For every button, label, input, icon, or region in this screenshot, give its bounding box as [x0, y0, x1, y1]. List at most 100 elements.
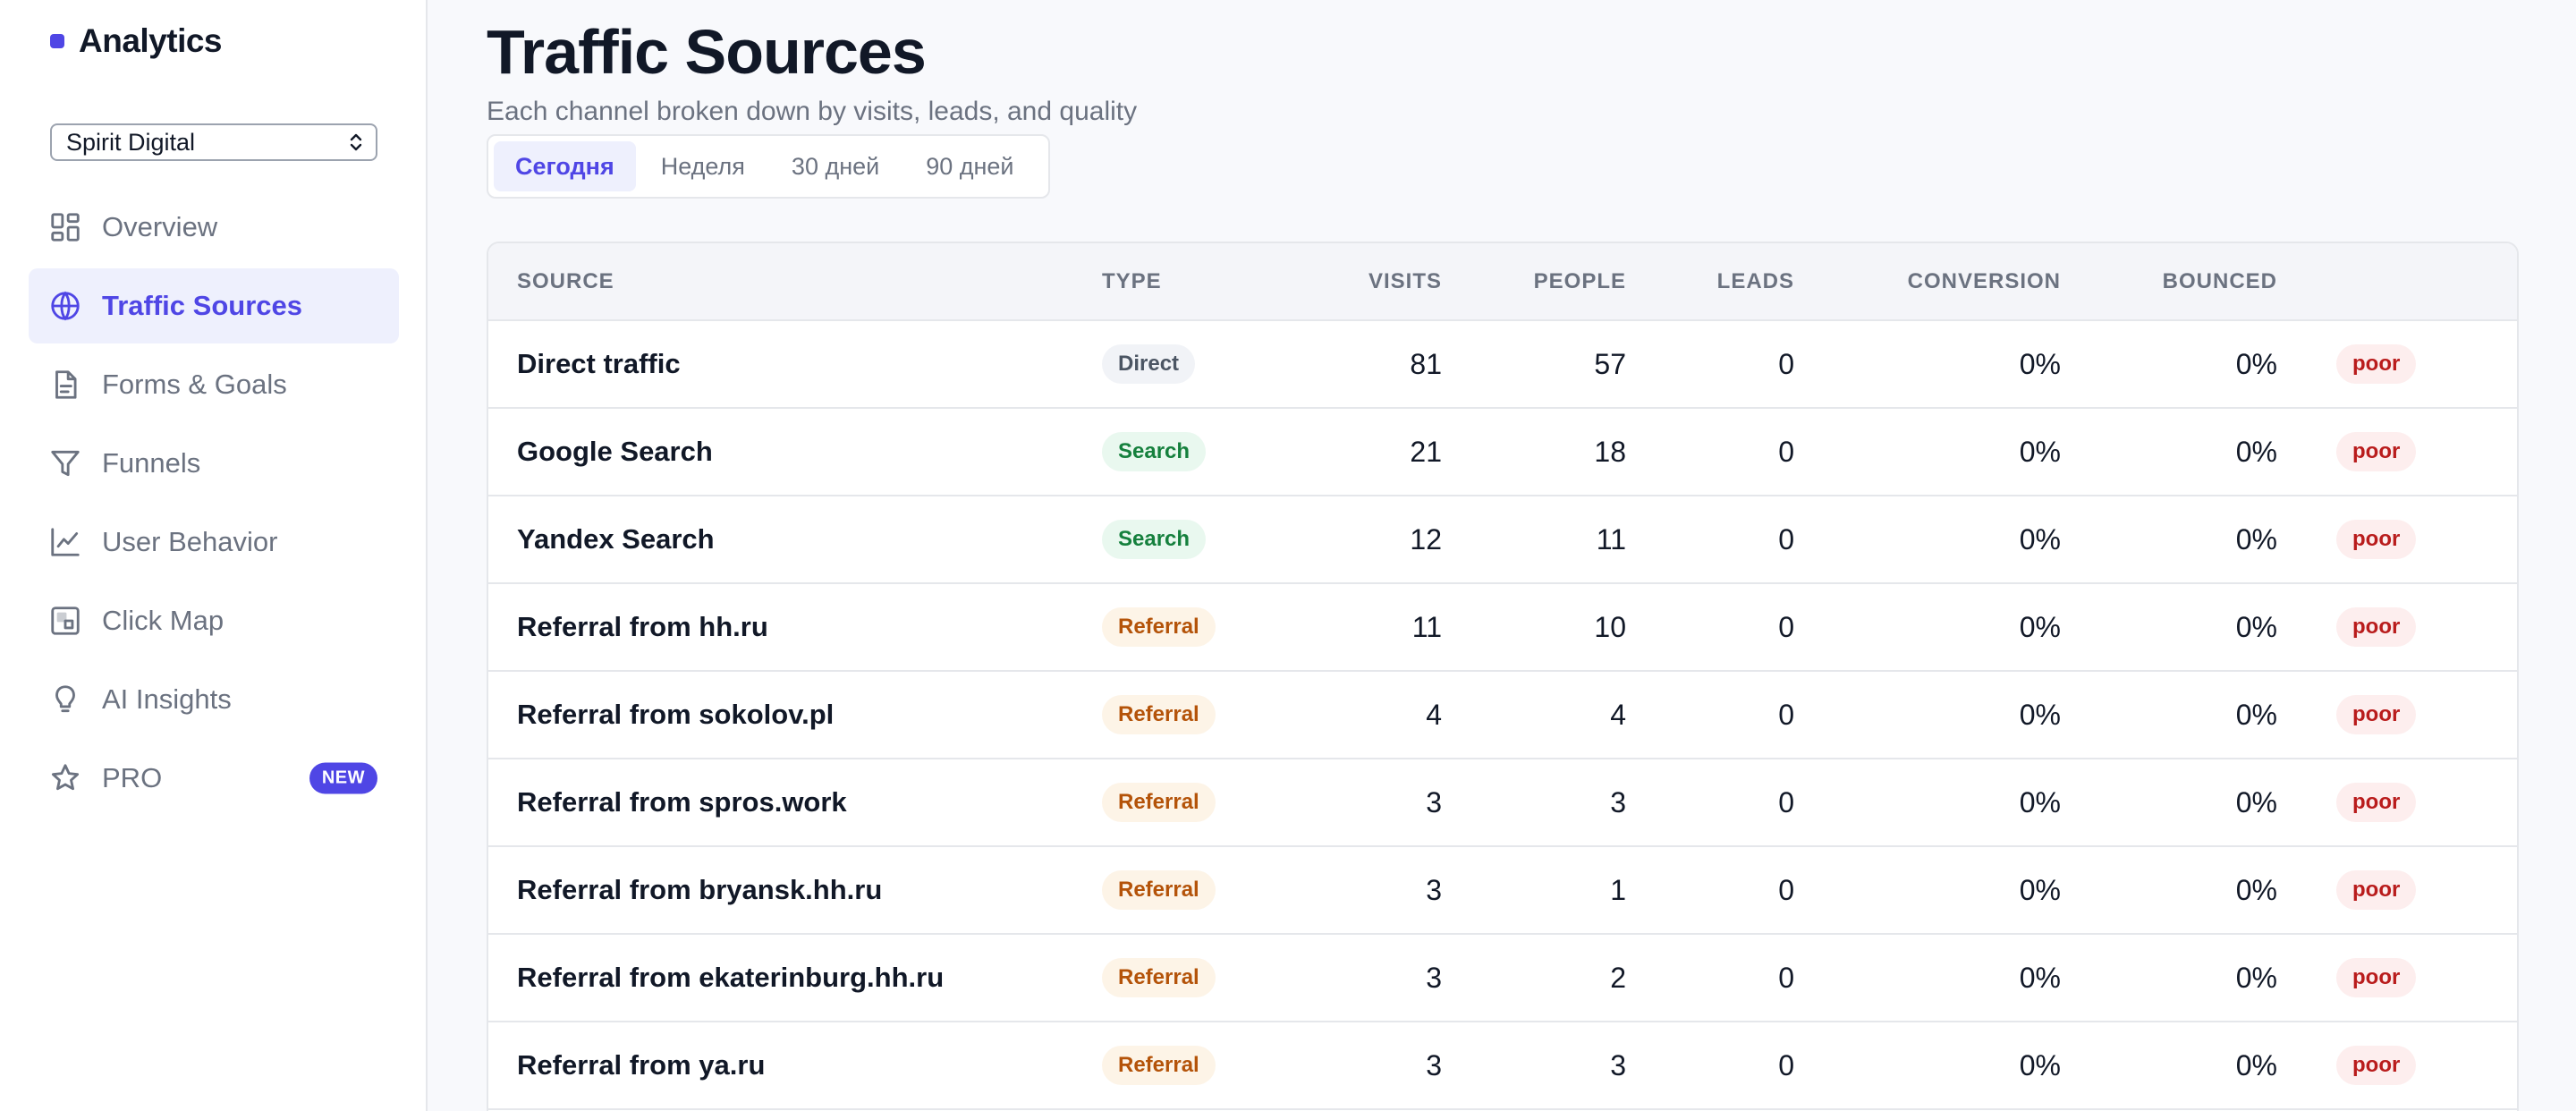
people-value: 2 [1442, 934, 1626, 1022]
leads-value: 0 [1626, 496, 1794, 584]
traffic-sources-table: SOURCE TYPE VISITS PEOPLE LEADS CONVERSI… [488, 243, 2517, 1110]
table-row[interactable]: Google Search Search 21 18 0 0% 0% poor [488, 408, 2517, 496]
sidebar-item-funnels[interactable]: Funnels [29, 426, 399, 501]
new-badge: NEW [309, 762, 377, 794]
sidebar-item-label: Overview [102, 211, 218, 242]
source-name: Referral from ya.ru [488, 1022, 1102, 1110]
sidebar-item-traffic-sources[interactable]: Traffic Sources [29, 268, 399, 343]
conversion-value: 0% [1794, 408, 2061, 496]
sidebar-item-label: Click Map [102, 605, 225, 636]
table-row[interactable]: Direct traffic Direct 81 57 0 0% 0% poor [488, 320, 2517, 409]
type-badge: Referral [1102, 870, 1216, 910]
quality-badge: poor [2336, 958, 2417, 997]
column-header-conversion[interactable]: CONVERSION [1794, 243, 2061, 321]
source-name: Referral from spros.work [488, 759, 1102, 847]
quality-cell: poor [2277, 671, 2517, 759]
column-header-quality [2277, 243, 2517, 321]
leads-value: 0 [1626, 1022, 1794, 1110]
sidebar-item-label: User Behavior [102, 526, 278, 557]
column-header-source[interactable]: SOURCE [488, 243, 1102, 321]
conversion-value: 0% [1794, 1022, 2061, 1110]
quality-cell: poor [2277, 408, 2517, 496]
bounced-value: 0% [2061, 1022, 2277, 1110]
funnel-icon [48, 446, 82, 480]
column-header-leads[interactable]: LEADS [1626, 243, 1794, 321]
sidebar-item-label: PRO [102, 762, 163, 793]
people-value: 3 [1442, 759, 1626, 847]
source-name: Referral from bryansk.hh.ru [488, 846, 1102, 935]
sidebar-item-click-map[interactable]: Click Map [29, 583, 399, 658]
bounced-value: 0% [2061, 408, 2277, 496]
sidebar-item-pro[interactable]: PRO NEW [29, 741, 399, 816]
table-row[interactable]: Referral from hh.ru Referral 11 10 0 0% 0% poor [488, 583, 2517, 672]
table-row[interactable]: Referral from ekaterinburg.hh.ru Referral… [488, 934, 2517, 1022]
quality-cell: poor [2277, 496, 2517, 584]
leads-value: 0 [1626, 320, 1794, 409]
people-value: 1 [1442, 846, 1626, 935]
project-select-value: Spirit Digital [66, 128, 196, 156]
conversion-value: 0% [1794, 671, 2061, 759]
sidebar-nav: Overview Traffic Sources Forms & Goa [29, 190, 399, 819]
sidebar-item-label: Forms & Goals [102, 369, 287, 400]
type-badge: Referral [1102, 958, 1216, 997]
conversion-value: 0% [1794, 846, 2061, 935]
visits-value: 3 [1281, 846, 1442, 935]
column-header-type[interactable]: TYPE [1102, 243, 1281, 321]
leads-value: 0 [1626, 408, 1794, 496]
click-map-icon [48, 604, 82, 638]
sidebar-item-ai-insights[interactable]: AI Insights [29, 662, 399, 737]
quality-cell: poor [2277, 320, 2517, 409]
type-cell: Referral [1102, 1022, 1281, 1110]
sidebar-item-label: Funnels [102, 447, 201, 479]
type-badge: Referral [1102, 1046, 1216, 1085]
sidebar-item-user-behavior[interactable]: User Behavior [29, 505, 399, 580]
visits-value: 81 [1281, 320, 1442, 409]
visits-value: 3 [1281, 934, 1442, 1022]
sidebar-item-overview[interactable]: Overview [29, 190, 399, 265]
conversion-value: 0% [1794, 583, 2061, 672]
brand[interactable]: Analytics [50, 20, 223, 63]
tab-90-days[interactable]: 90 дней [926, 152, 1014, 180]
leads-value: 0 [1626, 846, 1794, 935]
tab-week[interactable]: Неделя [660, 152, 745, 180]
type-cell: Search [1102, 496, 1281, 584]
page-subtitle: Each channel broken down by visits, lead… [487, 97, 1138, 126]
sidebar-item-forms-goals[interactable]: Forms & Goals [29, 347, 399, 422]
brand-name: Analytics [79, 22, 223, 59]
bounced-value: 0% [2061, 934, 2277, 1022]
visits-value: 21 [1281, 408, 1442, 496]
type-badge: Direct [1102, 344, 1196, 384]
table-row[interactable]: Referral from sokolov.pl Referral 4 4 0 0% 0% p… [488, 671, 2517, 759]
column-header-people[interactable]: PEOPLE [1442, 243, 1626, 321]
table-row[interactable]: Referral from bryansk.hh.ru Referral 3 1 0 0%… [488, 846, 2517, 935]
table-row[interactable]: Yandex Search Search 12 11 0 0% 0% poor [488, 496, 2517, 584]
conversion-value: 0% [1794, 934, 2061, 1022]
conversion-value: 0% [1794, 320, 2061, 409]
leads-value: 0 [1626, 759, 1794, 847]
brand-logo-icon [50, 34, 64, 48]
people-value: 10 [1442, 583, 1626, 672]
leads-value: 0 [1626, 583, 1794, 672]
lightbulb-icon [48, 683, 82, 717]
quality-badge: poor [2336, 432, 2417, 471]
type-cell: Referral [1102, 846, 1281, 935]
column-header-bounced[interactable]: BOUNCED [2061, 243, 2277, 321]
type-badge: Search [1102, 432, 1207, 471]
table-row[interactable]: Referral from spros.work Referral 3 3 0 0% 0% p… [488, 759, 2517, 847]
conversion-value: 0% [1794, 759, 2061, 847]
type-badge: Referral [1102, 607, 1216, 647]
project-select[interactable]: Spirit Digital [50, 123, 377, 161]
quality-cell: poor [2277, 583, 2517, 672]
visits-value: 3 [1281, 1022, 1442, 1110]
type-cell: Referral [1102, 759, 1281, 847]
tab-30-days[interactable]: 30 дней [791, 152, 880, 180]
type-cell: Referral [1102, 583, 1281, 672]
table-header-row: SOURCE TYPE VISITS PEOPLE LEADS CONVERSI… [488, 243, 2517, 321]
column-header-visits[interactable]: VISITS [1281, 243, 1442, 321]
type-cell: Search [1102, 408, 1281, 496]
quality-cell: poor [2277, 1022, 2517, 1110]
type-cell: Referral [1102, 934, 1281, 1022]
table-row[interactable]: Referral from ya.ru Referral 3 3 0 0% 0% poor [488, 1022, 2517, 1110]
tab-today[interactable]: Сегодня [494, 141, 636, 191]
star-icon [48, 761, 82, 795]
